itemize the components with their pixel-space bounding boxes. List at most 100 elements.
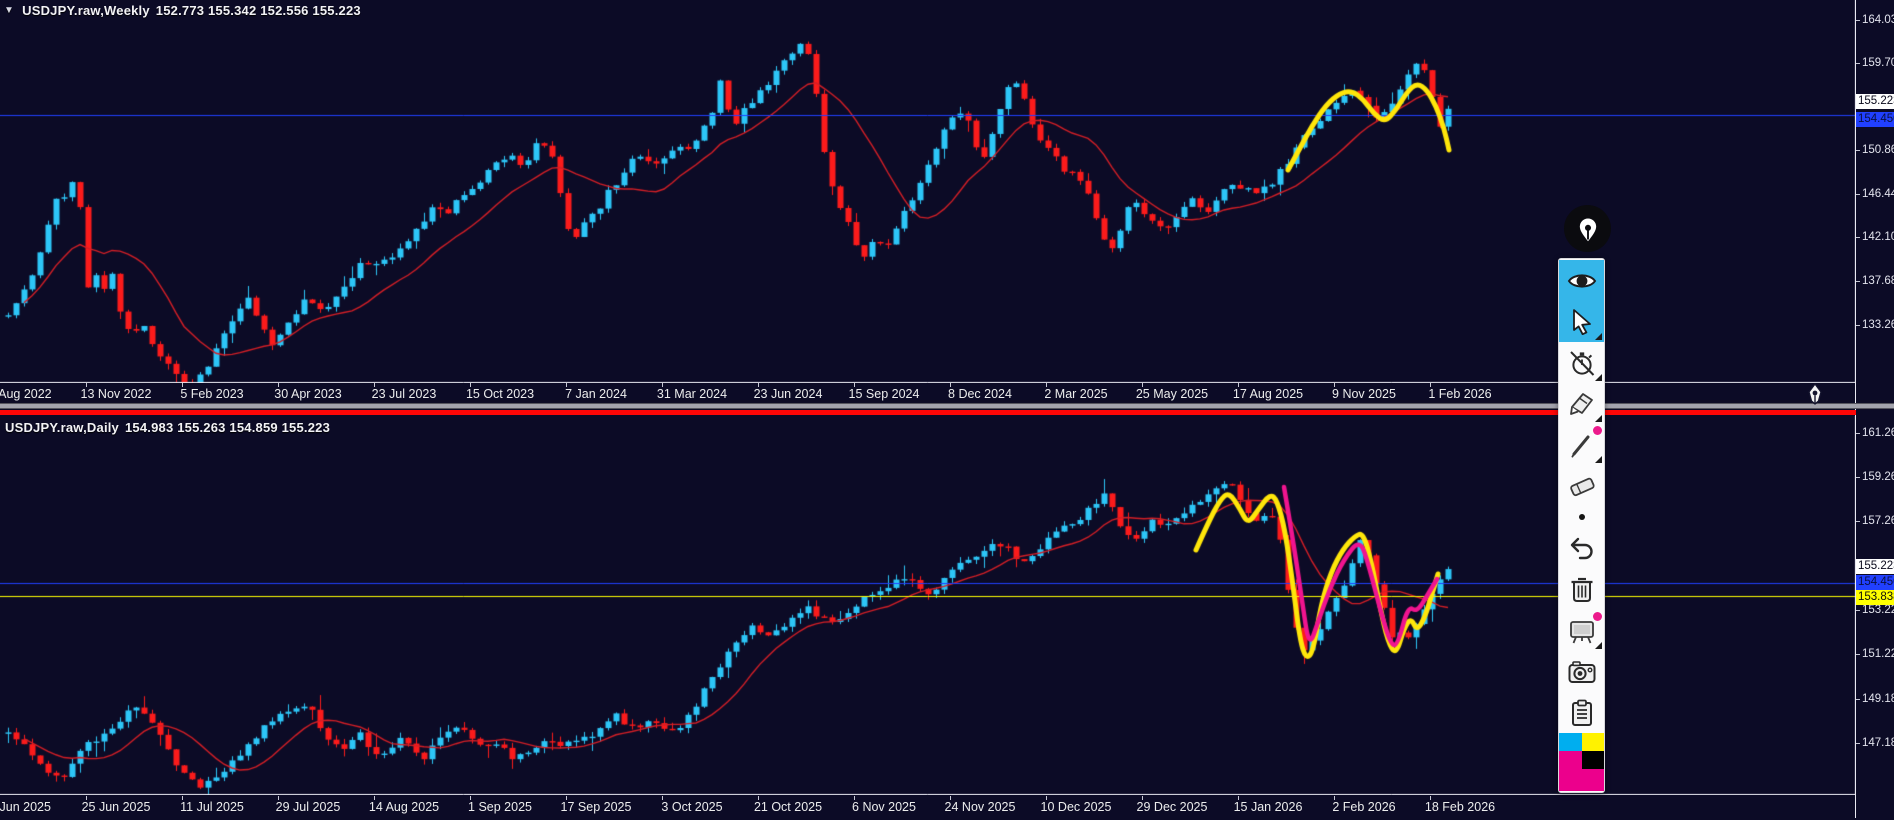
time-label: 24 Nov 2025 — [944, 800, 1016, 814]
time-label: 7 Jan 2024 — [565, 387, 627, 401]
undo-button[interactable] — [1559, 528, 1604, 569]
price-tick: 150.862 — [1856, 143, 1894, 157]
daily-time-axis[interactable]: 9 Jun 2025 25 Jun 2025 11 Jul 2025 29 Jul 2… — [0, 796, 1856, 817]
eraser-tool-button[interactable] — [1559, 465, 1604, 506]
flyout-indicator — [1595, 642, 1602, 649]
time-tick — [758, 796, 759, 800]
axis-border — [1855, 0, 1856, 818]
flyout-indicator — [1595, 374, 1602, 381]
weekly-chart-title: ▼ USDJPY.raw,Weekly 152.773 155.342 152.… — [4, 3, 361, 18]
time-tick — [86, 796, 87, 800]
color-magenta-swatch[interactable] — [1559, 751, 1582, 769]
time-label: 2 Mar 2025 — [1044, 387, 1108, 401]
price-tick: 151.223 — [1856, 647, 1894, 661]
time-tick — [182, 383, 183, 387]
time-tick — [1046, 796, 1047, 800]
dot-icon — [1578, 514, 1585, 520]
time-label: 1 Sep 2025 — [468, 800, 532, 814]
time-label: 14 Aug 2025 — [368, 800, 440, 814]
time-label: 15 Sep 2024 — [848, 387, 920, 401]
time-label: 3 Oct 2025 — [661, 800, 723, 814]
time-tick — [950, 796, 951, 800]
flyout-indicator — [1595, 456, 1602, 463]
color-black-swatch[interactable] — [1581, 751, 1604, 769]
pen-icon — [1571, 435, 1589, 457]
time-label: 17 Aug 2025 — [1232, 387, 1304, 401]
time-label: 5 Feb 2023 — [180, 387, 244, 401]
price-tick: 137.687 — [1856, 274, 1894, 288]
time-tick — [854, 796, 855, 800]
eraser-icon — [1569, 477, 1595, 496]
timer-tool-button[interactable] — [1559, 342, 1604, 383]
pen-cursor-icon — [1808, 383, 1822, 405]
time-tick — [374, 796, 375, 800]
time-tick — [1238, 383, 1239, 387]
marker-tool-button[interactable] — [1559, 383, 1604, 424]
brush-size-button[interactable] — [1559, 506, 1604, 528]
price-tick: 146.442 — [1856, 187, 1894, 201]
price-tick: 153.223 — [1856, 603, 1894, 617]
daily-chart-canvas[interactable] — [0, 416, 1856, 795]
time-label: 21 Oct 2025 — [753, 800, 823, 814]
time-tick — [758, 383, 759, 387]
time-tick — [470, 796, 471, 800]
time-label: 1 Feb 2026 — [1428, 387, 1492, 401]
clipboard-button[interactable] — [1559, 692, 1604, 733]
marker-icon — [1569, 392, 1593, 415]
price-tick: 142.107 — [1856, 230, 1894, 244]
weekly-price-axis[interactable]: 164.037 159.702 150.862 146.442 142.107 137.6… — [1856, 0, 1894, 383]
time-label: 25 May 2025 — [1135, 387, 1209, 401]
time-tick — [854, 383, 855, 387]
color-yellow-swatch[interactable] — [1581, 733, 1604, 751]
whiteboard-icon — [1569, 620, 1594, 643]
time-tick — [278, 796, 279, 800]
symbol-period-label: USDJPY.raw,Weekly — [22, 3, 150, 18]
select-tool-button[interactable] — [1559, 301, 1604, 342]
flyout-indicator — [1595, 415, 1602, 422]
time-tick — [662, 796, 663, 800]
chart-collapse-icon[interactable]: ▼ — [4, 5, 15, 16]
time-tick — [470, 383, 471, 387]
stopwatch-off-icon — [1569, 350, 1594, 376]
weekly-chart-canvas[interactable] — [0, 0, 1856, 383]
time-label: 13 Nov 2022 — [80, 387, 152, 401]
price-tick: 157.263 — [1856, 514, 1894, 528]
pen-logo-button[interactable] — [1564, 205, 1611, 252]
screenshot-button[interactable] — [1559, 651, 1604, 692]
epicpen-toolbar-bar — [1558, 258, 1605, 793]
price-tick: 159.702 — [1856, 56, 1894, 70]
time-label: 9 Nov 2025 — [1332, 387, 1396, 401]
window-separator[interactable] — [0, 403, 1894, 409]
time-tick — [662, 383, 663, 387]
flyout-indicator — [1595, 333, 1602, 340]
time-tick — [1430, 796, 1431, 800]
color-cyan-swatch[interactable] — [1559, 733, 1582, 751]
pen-nib-icon — [1579, 218, 1596, 241]
time-tick — [86, 383, 87, 387]
weekly-time-axis[interactable]: 1 Aug 2022 13 Nov 2022 5 Feb 2023 30 Apr 20… — [0, 383, 1856, 404]
time-label: 31 Mar 2024 — [656, 387, 728, 401]
whiteboard-button[interactable] — [1559, 610, 1604, 651]
time-label: 1 Aug 2022 — [0, 387, 52, 401]
price-badge: 154.450 — [1856, 111, 1894, 127]
clear-all-button[interactable] — [1559, 569, 1604, 610]
time-tick — [1334, 796, 1335, 800]
time-tick — [566, 383, 567, 387]
time-tick — [1238, 796, 1239, 800]
hide-annotations-button[interactable] — [1559, 260, 1604, 301]
time-label: 25 Jun 2025 — [81, 800, 151, 814]
price-badge: 153.838 — [1856, 590, 1894, 606]
time-tick — [1142, 383, 1143, 387]
time-label: 29 Jul 2025 — [275, 800, 341, 814]
clipboard-icon — [1571, 699, 1592, 726]
active-color-swatch[interactable] — [1559, 769, 1604, 791]
time-label: 15 Jan 2026 — [1233, 800, 1303, 814]
ohlc-quote: 152.773 155.342 152.556 155.223 — [155, 3, 361, 18]
pen-tool-button[interactable] — [1559, 424, 1604, 465]
time-label: 30 Apr 2023 — [274, 387, 342, 401]
daily-price-axis[interactable]: 161.263 159.263 157.263 153.223 151.223 149.1… — [1856, 416, 1894, 795]
time-tick — [278, 383, 279, 387]
time-tick — [1334, 383, 1335, 387]
symbol-period-label: USDJPY.raw,Daily — [5, 420, 119, 435]
